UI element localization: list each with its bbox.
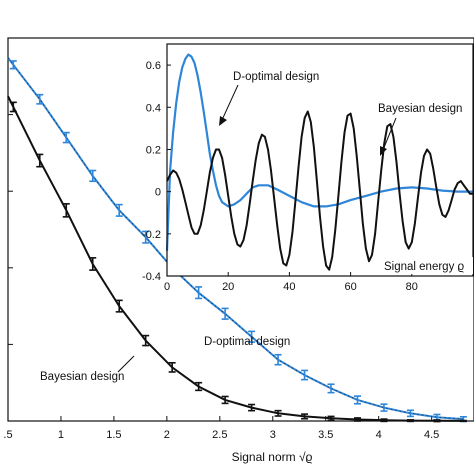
main-x-tick-label: 3 (270, 429, 276, 441)
inset-x-tick-label: 0 (164, 281, 170, 293)
main-errorbar-bayesian (354, 417, 361, 422)
main-errorbar-bayesian (221, 395, 229, 405)
main-errorbar-d-optimal (406, 409, 414, 418)
inset-x-tick-label: 40 (283, 281, 295, 293)
main-errorbar-bayesian (62, 203, 70, 218)
main-errorbar-d-optimal (89, 169, 97, 183)
inset-y-tick-label: 0.6 (146, 60, 161, 72)
main-x-tick-label: 2 (164, 429, 170, 441)
main-x-tick-label: 4 (376, 429, 382, 441)
inset-background (167, 44, 473, 276)
main-errorbar-bayesian (195, 381, 203, 392)
main-errorbar-bayesian (142, 334, 150, 347)
inset-x-ticks: 0 20 40 60 80 (164, 272, 418, 293)
inset-arrow-d-optimal (219, 84, 239, 126)
main-x-tick-label: 2.5 (212, 429, 227, 441)
main-errorbar-d-optimal (62, 131, 70, 144)
inset-annotation-bayesian: Bayesian design (378, 103, 462, 115)
main-errorbar-d-optimal (9, 60, 17, 70)
inset-y-tick-label: 0.4 (146, 102, 161, 114)
inset-line-d-optimal (165, 53, 473, 251)
inset-y-tick-label: -0.2 (142, 229, 161, 241)
main-x-ticks: .5 1 1.5 2 2.5 3 3.5 4 4.5 (3, 416, 439, 441)
main-x-tick-label: .5 (3, 429, 12, 441)
inset-y-tick-label: 0.2 (146, 144, 161, 156)
inset-x-tick-label: 60 (344, 281, 356, 293)
main-errorbar-bayesian (327, 415, 335, 422)
main-errorbar-d-optimal (301, 369, 309, 381)
main-errorbar-bayesian (36, 153, 44, 168)
main-errorbar-bayesian (248, 403, 256, 412)
main-x-tick-label: 1.5 (106, 429, 121, 441)
main-errorbar-bayesian (115, 299, 123, 313)
inset-plot-frame (166, 43, 474, 277)
main-errorbar-d-optimal (142, 230, 150, 244)
main-errorbar-d-optimal (380, 403, 388, 412)
main-errorbar-d-optimal (36, 93, 44, 105)
main-errorbar-d-optimal (248, 330, 256, 343)
main-errorbar-bayesian (274, 409, 282, 417)
main-errorbar-bayesian (459, 419, 467, 423)
inset-annotation-d-optimal: D-optimal design (233, 71, 319, 83)
main-errorbar-d-optimal (327, 383, 335, 394)
inset-arrow-bayesian (380, 117, 397, 156)
inset-y-ticks: 0.6 0.4 0.2 0 -0.2 -0.4 (142, 60, 171, 283)
main-x-tick-label: 3.5 (318, 429, 333, 441)
main-x-tick-label: 1 (58, 429, 64, 441)
main-errorbar-bayesian (301, 413, 309, 420)
inset-xlabel-background (381, 257, 473, 274)
main-plot-frame (7, 37, 474, 422)
main-errorbar-d-optimal (115, 203, 123, 217)
inset-x-tick-label: 80 (406, 281, 418, 293)
inset-x-axis-title: Signal energy ϱ (384, 261, 465, 273)
main-annotation-bayesian: Bayesian design (40, 371, 124, 383)
main-errorbar-d-optimal (195, 286, 203, 300)
main-y-ticks (8, 114, 13, 345)
main-annotation-bayesian-leader (117, 355, 135, 373)
main-errorbar-bayesian (380, 418, 388, 423)
main-errorbar-d-optimal (354, 395, 361, 405)
main-errorbar-bayesian (433, 419, 441, 423)
main-errorbar-bayesian (9, 101, 17, 113)
main-errorbar-bayesian (406, 419, 414, 423)
main-errorbar-bayesian (168, 361, 176, 373)
inset-y-tick-label: 0 (155, 187, 161, 199)
main-errorbar-d-optimal (274, 353, 282, 366)
inset-x-tick-label: 20 (222, 281, 234, 293)
inset-y-tick-label: -0.4 (142, 271, 161, 283)
main-x-axis-title: Signal norm √ϱ (232, 450, 313, 464)
main-errorbar-d-optimal (221, 307, 229, 320)
main-errorbar-bayesian (89, 257, 97, 271)
main-series (7, 57, 467, 423)
inset-series (165, 53, 473, 271)
inset-line-bayesian (166, 110, 473, 271)
main-annotation-d-optimal: D-optimal design (204, 336, 290, 348)
main-x-tick-label: 4.5 (424, 429, 439, 441)
